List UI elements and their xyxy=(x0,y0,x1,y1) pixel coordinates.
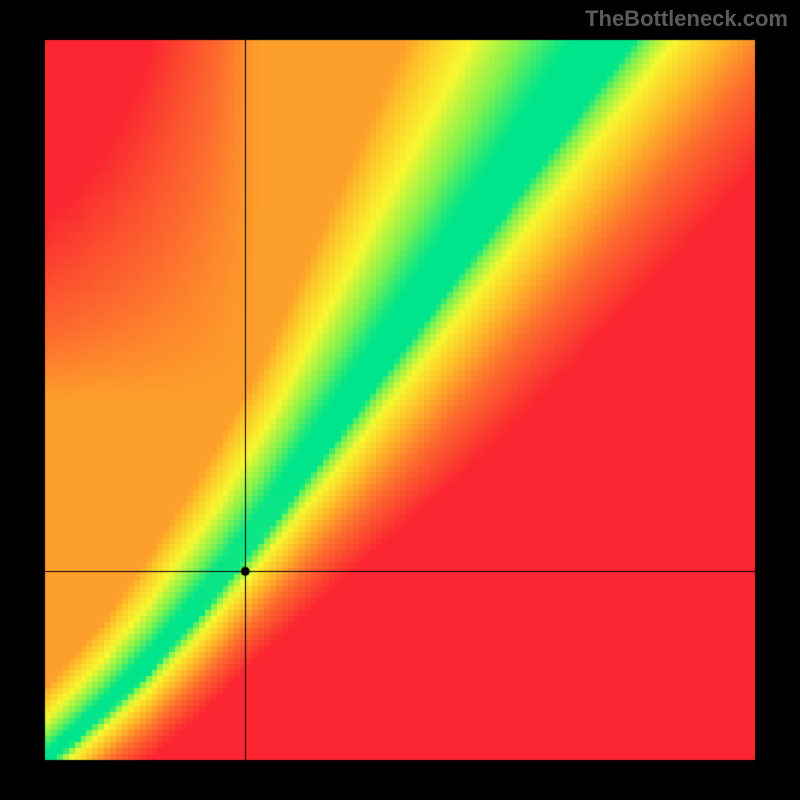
watermark-text: TheBottleneck.com xyxy=(585,6,788,32)
bottleneck-heatmap xyxy=(0,0,800,800)
chart-container: TheBottleneck.com xyxy=(0,0,800,800)
